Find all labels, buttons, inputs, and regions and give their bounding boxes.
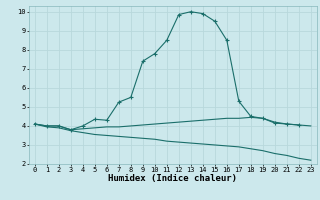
X-axis label: Humidex (Indice chaleur): Humidex (Indice chaleur)	[108, 174, 237, 183]
